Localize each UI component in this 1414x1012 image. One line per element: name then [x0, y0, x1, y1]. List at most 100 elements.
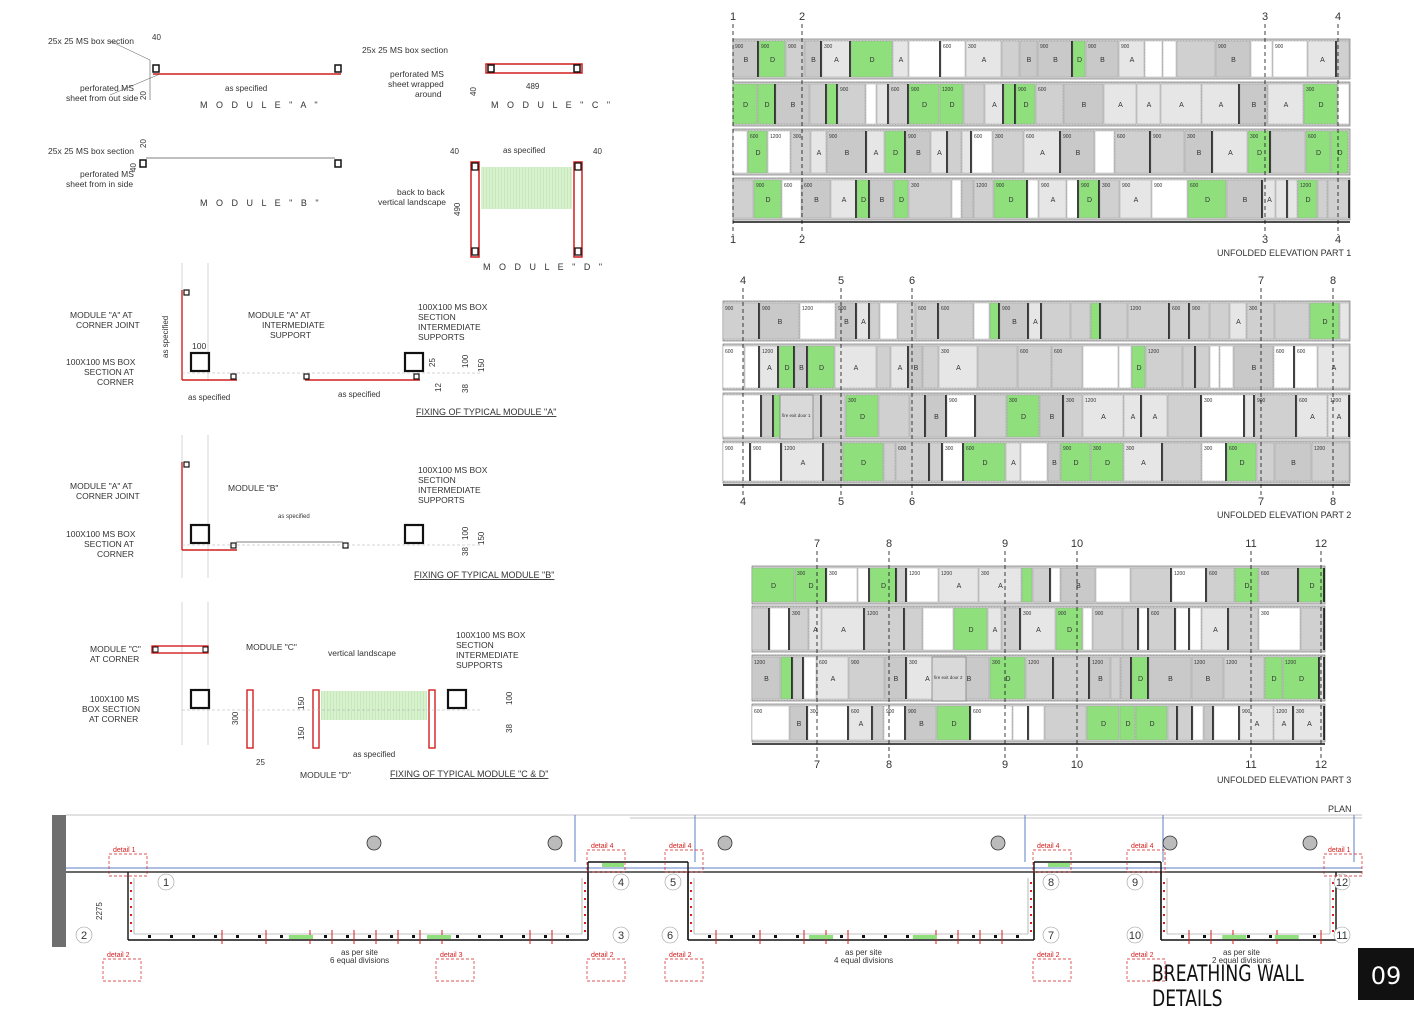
elevation-panel — [908, 40, 941, 78]
fb-box-c-3: CORNER — [97, 549, 134, 559]
module-b-title: M O D U L E " B " — [200, 198, 322, 208]
elevation-panel — [761, 394, 774, 438]
grid-label-bottom: 12 — [1315, 759, 1327, 771]
plan-post — [1247, 935, 1250, 938]
elevation-panel — [1258, 607, 1301, 651]
elevation-panel — [1148, 656, 1192, 700]
elevation-panel — [1339, 302, 1350, 340]
panel-label: A — [861, 319, 866, 326]
plan-grid-bubble — [661, 926, 679, 944]
plan-post — [840, 935, 843, 938]
plan-fixing — [584, 898, 586, 900]
elevation-3-caption: UNFOLDED ELEVATION PART 3 — [1217, 775, 1351, 785]
elevation-panel — [857, 567, 870, 603]
elevation-panel — [999, 302, 1029, 340]
elevation-panel — [1100, 302, 1128, 340]
elevation-panel — [869, 302, 880, 340]
elevation-panel — [1131, 345, 1146, 389]
plan-dim: 2275 — [95, 902, 104, 920]
panel-dim: 1200 — [976, 183, 987, 189]
grid-label-top: 7 — [1258, 275, 1264, 287]
elevation-panel — [1293, 705, 1325, 741]
panel-dim: 900 — [761, 44, 770, 50]
grid-label-top: 6 — [909, 275, 915, 287]
elevation-panel — [1297, 179, 1318, 219]
plan-post — [148, 935, 151, 938]
plan-post — [566, 935, 569, 938]
elevation-panel — [1244, 394, 1255, 438]
label-d-note-1: back to back — [397, 187, 445, 197]
label-sheet-b-2: sheet from in side — [66, 179, 133, 189]
elevation-panel — [1053, 656, 1090, 700]
elevation-panel — [753, 179, 782, 219]
elevation-panel — [938, 345, 978, 389]
fcd-d38: 38 — [505, 724, 514, 733]
elevation-panel — [1182, 345, 1196, 389]
fcd-box-i-1: 100X100 MS BOX — [456, 630, 526, 640]
elevation-panel — [1044, 705, 1087, 741]
fcd-d150b: 150 — [297, 726, 306, 740]
elevation-panel — [971, 130, 993, 174]
elevation-panel — [826, 567, 858, 603]
panel-label: B — [914, 365, 919, 372]
panel-label: A — [1179, 102, 1184, 109]
panel-label: D — [1316, 150, 1321, 157]
fb-module-b: MODULE "B" — [228, 483, 278, 493]
module-d-title: M O D U L E " D " — [483, 262, 605, 272]
plan-grid-label: 11 — [1336, 930, 1347, 942]
fb-box-c-1: 100X100 MS BOX — [66, 529, 136, 539]
elevation-panel — [1167, 394, 1202, 438]
panel-dim: 900 — [1121, 44, 1130, 50]
elevation-part-1: B 900 D 900 900 B A 300 D A 600 A 300 B B 900 D B 900 A 900 B… — [730, 11, 1351, 246]
panel-dim: 600 — [750, 134, 759, 140]
elevation-panel — [1135, 705, 1168, 741]
elevation-panel — [751, 607, 770, 651]
fa-int-1: MODULE "A" AT — [248, 310, 311, 320]
elevation-panel — [876, 83, 889, 125]
detail-tag: detail 3 — [440, 952, 463, 959]
elevation-panel — [1201, 442, 1227, 482]
plan-fixing — [584, 882, 586, 884]
panel-label: D — [1136, 365, 1141, 372]
detail-callout-box — [1323, 853, 1363, 877]
panel-label: D — [1023, 102, 1028, 109]
plan-post — [390, 935, 393, 938]
panel-dim: 300 — [1306, 87, 1315, 93]
plan-fixing — [690, 898, 692, 900]
elevation-panel — [1234, 567, 1259, 603]
plan-fixing — [1030, 930, 1032, 932]
grid-label-top: 1 — [730, 11, 736, 23]
panel-dim: 300 — [848, 398, 857, 404]
elevation-panel — [744, 345, 760, 389]
elevation-panel — [936, 705, 971, 741]
plan-post — [730, 935, 733, 938]
panel-label: D — [808, 583, 813, 590]
elevation-panel — [1020, 607, 1056, 651]
panel-label: D — [1337, 150, 1342, 157]
panel-dim: 600 — [754, 709, 763, 715]
elevation-panel — [1162, 442, 1202, 482]
detail-callout-box — [1032, 958, 1072, 982]
grid-label-top: 2 — [799, 11, 805, 23]
elevation-panel — [1050, 567, 1061, 603]
panel-label: A — [1307, 721, 1312, 728]
fb-d38: 38 — [461, 547, 470, 556]
plan-fixing — [1332, 922, 1334, 924]
grid-label-top: 8 — [886, 538, 892, 550]
panel-label: D — [922, 102, 927, 109]
elevation-panel — [1167, 705, 1178, 741]
grid-label-bottom: 11 — [1245, 759, 1256, 771]
elevation-panel — [951, 179, 962, 219]
panel-label: B — [797, 721, 802, 728]
fcd-d100: 100 — [505, 691, 514, 705]
elevation-panel — [1032, 567, 1051, 603]
elevation-panel — [1239, 83, 1268, 125]
plan-post — [170, 935, 173, 938]
fixing-a-caption: FIXING OF TYPICAL MODULE "A" — [416, 407, 556, 417]
panel-dim: 900 — [1063, 446, 1072, 452]
elevation-panel — [1035, 83, 1064, 125]
panel-label: B — [778, 319, 783, 326]
plan-post — [884, 935, 887, 938]
div2-a: as per site — [845, 948, 882, 957]
